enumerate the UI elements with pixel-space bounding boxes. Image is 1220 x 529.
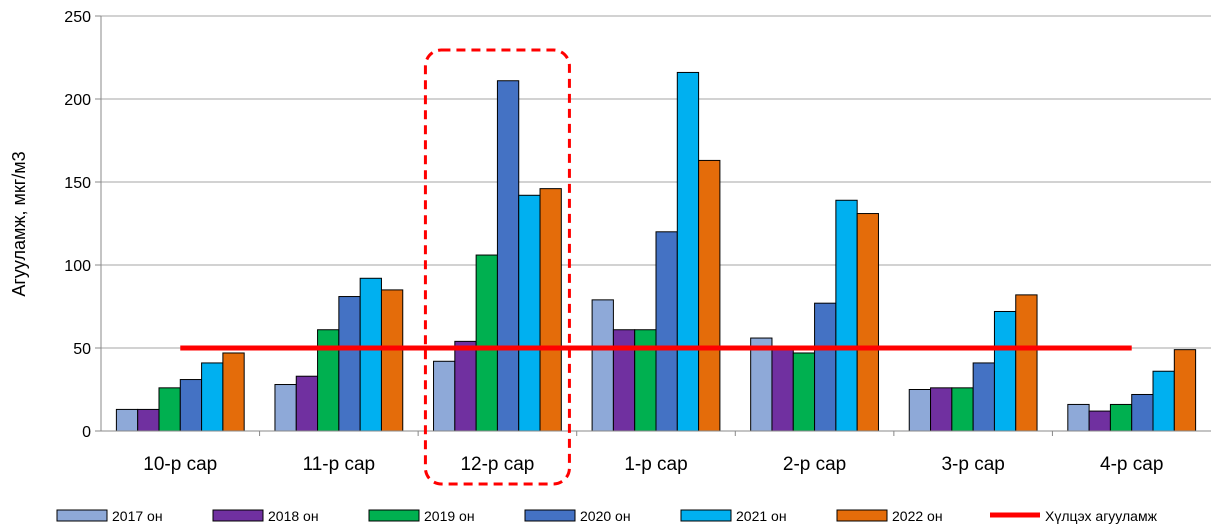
bar-1-6 [908, 389, 932, 432]
legend-label-6: 2022 он [892, 508, 943, 524]
bar-4-2 [338, 296, 361, 432]
bar-2-2 [295, 375, 319, 432]
bar-6-4 [698, 159, 721, 432]
x-tick-label: 2-р сар [783, 454, 846, 475]
y-tick-label: 100 [64, 258, 91, 275]
bar-1-5 [750, 337, 773, 432]
highlight-dashed-rect [423, 48, 571, 486]
y-tick-label: 150 [64, 175, 91, 192]
bar-3-7 [1109, 403, 1133, 432]
bar-2-3 [454, 340, 477, 432]
bars [115, 71, 1197, 432]
bar-3-5 [792, 352, 816, 432]
x-tick-label: 1-р сар [624, 454, 687, 475]
bar-1-7 [1067, 403, 1090, 432]
y-tick-label: 50 [73, 341, 91, 358]
legend-label-2: 2018 он [268, 508, 319, 524]
bar-5-4 [676, 71, 700, 432]
x-tick-label: 12-р сар [460, 454, 534, 475]
bar-2-7 [1088, 410, 1111, 432]
bar-6-6 [1015, 294, 1038, 432]
bar-6-3 [539, 188, 562, 432]
bar-4-3 [496, 80, 520, 432]
legend-swatch-3 [368, 509, 420, 522]
highlight-box [423, 48, 571, 486]
y-axis-label: Агууламж, мкг/м3 [9, 151, 29, 296]
legend-label-5: 2021 он [736, 508, 787, 524]
bar-4-6 [972, 362, 995, 432]
bar-4-7 [1131, 393, 1154, 432]
bar-6-1 [222, 352, 245, 432]
bar-6-5 [856, 213, 879, 432]
x-tick-label: 10-р сар [143, 454, 217, 475]
bar-2-4 [612, 329, 636, 432]
bar-4-1 [179, 379, 203, 432]
bar-4-5 [814, 302, 837, 432]
legend-swatch-6 [836, 509, 888, 522]
bar-6-7 [1173, 349, 1197, 432]
bar-6-2 [380, 289, 404, 432]
bar-1-4 [591, 299, 614, 432]
x-tick-label: 3-р сар [941, 454, 1004, 475]
bar-2-5 [771, 347, 794, 432]
y-tick-label: 0 [82, 424, 91, 441]
bar-5-6 [993, 310, 1017, 432]
bar-3-3 [475, 254, 498, 432]
legend: 2017 он 2018 он 2019 он 2020 он 2021 он 2022 … [56, 508, 1158, 524]
bar-5-7 [1152, 370, 1175, 432]
y-tick-label: 250 [64, 9, 91, 26]
bar-5-2 [359, 277, 382, 432]
y-tick-label: 200 [64, 92, 91, 109]
legend-swatch-5 [680, 509, 732, 522]
bar-1-1 [115, 408, 139, 432]
bar-3-2 [317, 329, 340, 432]
legend-swatch-2 [212, 509, 264, 522]
bar-5-5 [835, 199, 858, 432]
legend-swatch-1 [56, 509, 108, 522]
legend-label-4: 2020 он [580, 508, 631, 524]
bar-5-3 [518, 194, 541, 432]
bar-3-4 [634, 329, 657, 432]
bar-1-3 [433, 360, 456, 432]
bar-1-2 [274, 384, 297, 432]
axes: 0 50 100 150 200 250 10-р сар 11-р сар 12-р сар 1… [64, 9, 1211, 475]
bar-3-6 [951, 387, 974, 432]
bar-2-6 [930, 387, 953, 432]
x-tick-label: 11-р сар [303, 454, 376, 475]
bar-2-1 [137, 408, 160, 432]
legend-label-3: 2019 он [424, 508, 475, 524]
legend-label-threshold: Хүлцэх агууламж [1045, 508, 1158, 524]
bar-3-1 [158, 387, 181, 432]
bar-5-1 [201, 362, 224, 432]
bar-4-4 [655, 231, 678, 432]
x-tick-label: 4-р сар [1100, 454, 1163, 475]
legend-swatch-4 [524, 509, 576, 522]
legend-label-1: 2017 он [112, 508, 163, 524]
